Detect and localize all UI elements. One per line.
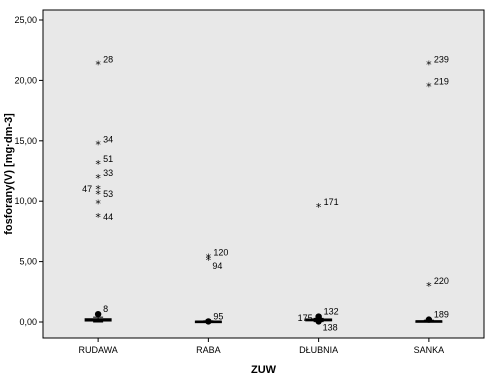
point-label: 171 bbox=[324, 197, 339, 207]
point-label: 94 bbox=[212, 261, 222, 271]
y-axis: 0,00 5,00 10,00 15,00 20,00 25,00 bbox=[14, 15, 43, 327]
point-label: 53 bbox=[103, 189, 113, 199]
y-tick-label: 10,00 bbox=[14, 196, 37, 206]
point-label: 239 bbox=[434, 55, 449, 65]
extreme-marker: * bbox=[95, 172, 101, 185]
extreme-point: * 51 bbox=[95, 154, 113, 171]
y-tick-label: 15,00 bbox=[14, 136, 37, 146]
extreme-point: * 220 bbox=[426, 276, 449, 293]
outlier-point: 8 bbox=[94, 304, 108, 318]
point-label: 51 bbox=[103, 154, 113, 164]
point-label: 34 bbox=[103, 134, 113, 144]
point-label: 138 bbox=[323, 322, 338, 332]
extreme-point: *47 bbox=[82, 183, 101, 196]
y-tick-label: 5,00 bbox=[19, 257, 37, 267]
outlier-marker bbox=[94, 310, 102, 318]
point-label: 44 bbox=[103, 212, 113, 222]
outlier-marker bbox=[425, 316, 433, 323]
x-tick-label: RABA bbox=[196, 345, 221, 355]
x-axis-title: ZUW bbox=[251, 364, 277, 376]
extreme-point: * bbox=[95, 198, 101, 211]
extreme-point: * 239 bbox=[426, 55, 449, 72]
extreme-point: * 94 bbox=[206, 254, 223, 271]
outlier-point: 138 bbox=[315, 318, 338, 332]
extreme-marker: * bbox=[95, 188, 101, 201]
point-label: 8 bbox=[103, 304, 108, 314]
box-rudawa bbox=[84, 316, 112, 323]
x-tick-label: SANKA bbox=[414, 345, 445, 355]
plot-area bbox=[42, 9, 485, 339]
extreme-marker: * bbox=[426, 80, 432, 93]
y-tick-label: 20,00 bbox=[14, 75, 37, 85]
x-tick-label: DŁUBNIA bbox=[299, 345, 338, 355]
point-label: 220 bbox=[434, 276, 449, 286]
extreme-point: * 120 bbox=[206, 247, 229, 264]
point-label: 95 bbox=[213, 311, 223, 321]
extreme-marker: * bbox=[426, 59, 432, 72]
extreme-point: * 34 bbox=[95, 134, 113, 151]
outlier-marker bbox=[315, 318, 322, 325]
point-label: 189 bbox=[434, 310, 449, 320]
extreme-marker: * bbox=[95, 158, 101, 171]
y-tick-label: 0,00 bbox=[19, 317, 37, 327]
extreme-marker: * bbox=[316, 201, 322, 214]
x-tick-label: RUDAWA bbox=[78, 345, 117, 355]
y-axis-title: fosforany(V) [mg·dm-3] bbox=[3, 113, 15, 235]
point-label: 132 bbox=[324, 307, 339, 317]
extreme-point: * 44 bbox=[95, 211, 113, 224]
point-label: 219 bbox=[434, 76, 449, 86]
outlier-marker bbox=[315, 313, 322, 320]
point-label: 33 bbox=[103, 168, 113, 178]
y-tick-label: 25,00 bbox=[14, 15, 37, 25]
extreme-marker: * bbox=[95, 138, 101, 151]
outlier-point: 132 bbox=[315, 307, 339, 320]
outlier-point: 95 bbox=[205, 311, 223, 325]
extreme-marker: * bbox=[206, 254, 212, 267]
x-axis: RUDAWA RABA DŁUBNIA SANKA bbox=[78, 338, 444, 355]
extreme-marker: * bbox=[95, 59, 101, 72]
point-label: 47 bbox=[82, 184, 92, 194]
outlier-point: 189 bbox=[425, 310, 449, 323]
outlier-marker bbox=[205, 318, 212, 325]
point-label: 120 bbox=[213, 247, 228, 257]
point-label: 175 bbox=[298, 313, 313, 323]
outliers: 8* 28* 34* 51* 33*47 * 53* 44*95* 120* 9417513213… bbox=[82, 55, 449, 333]
extreme-point: * 219 bbox=[426, 76, 449, 93]
point-label: 28 bbox=[103, 55, 113, 65]
extreme-marker: * bbox=[95, 183, 101, 196]
extreme-point: * 53 bbox=[95, 188, 113, 201]
extreme-marker: * bbox=[95, 198, 101, 211]
extreme-point: * 171 bbox=[316, 197, 339, 214]
extreme-point: * 28 bbox=[95, 55, 113, 72]
extreme-marker: * bbox=[426, 280, 432, 293]
extreme-point: * 33 bbox=[95, 168, 113, 185]
extreme-marker: * bbox=[206, 251, 212, 264]
extreme-marker: * bbox=[95, 211, 101, 224]
